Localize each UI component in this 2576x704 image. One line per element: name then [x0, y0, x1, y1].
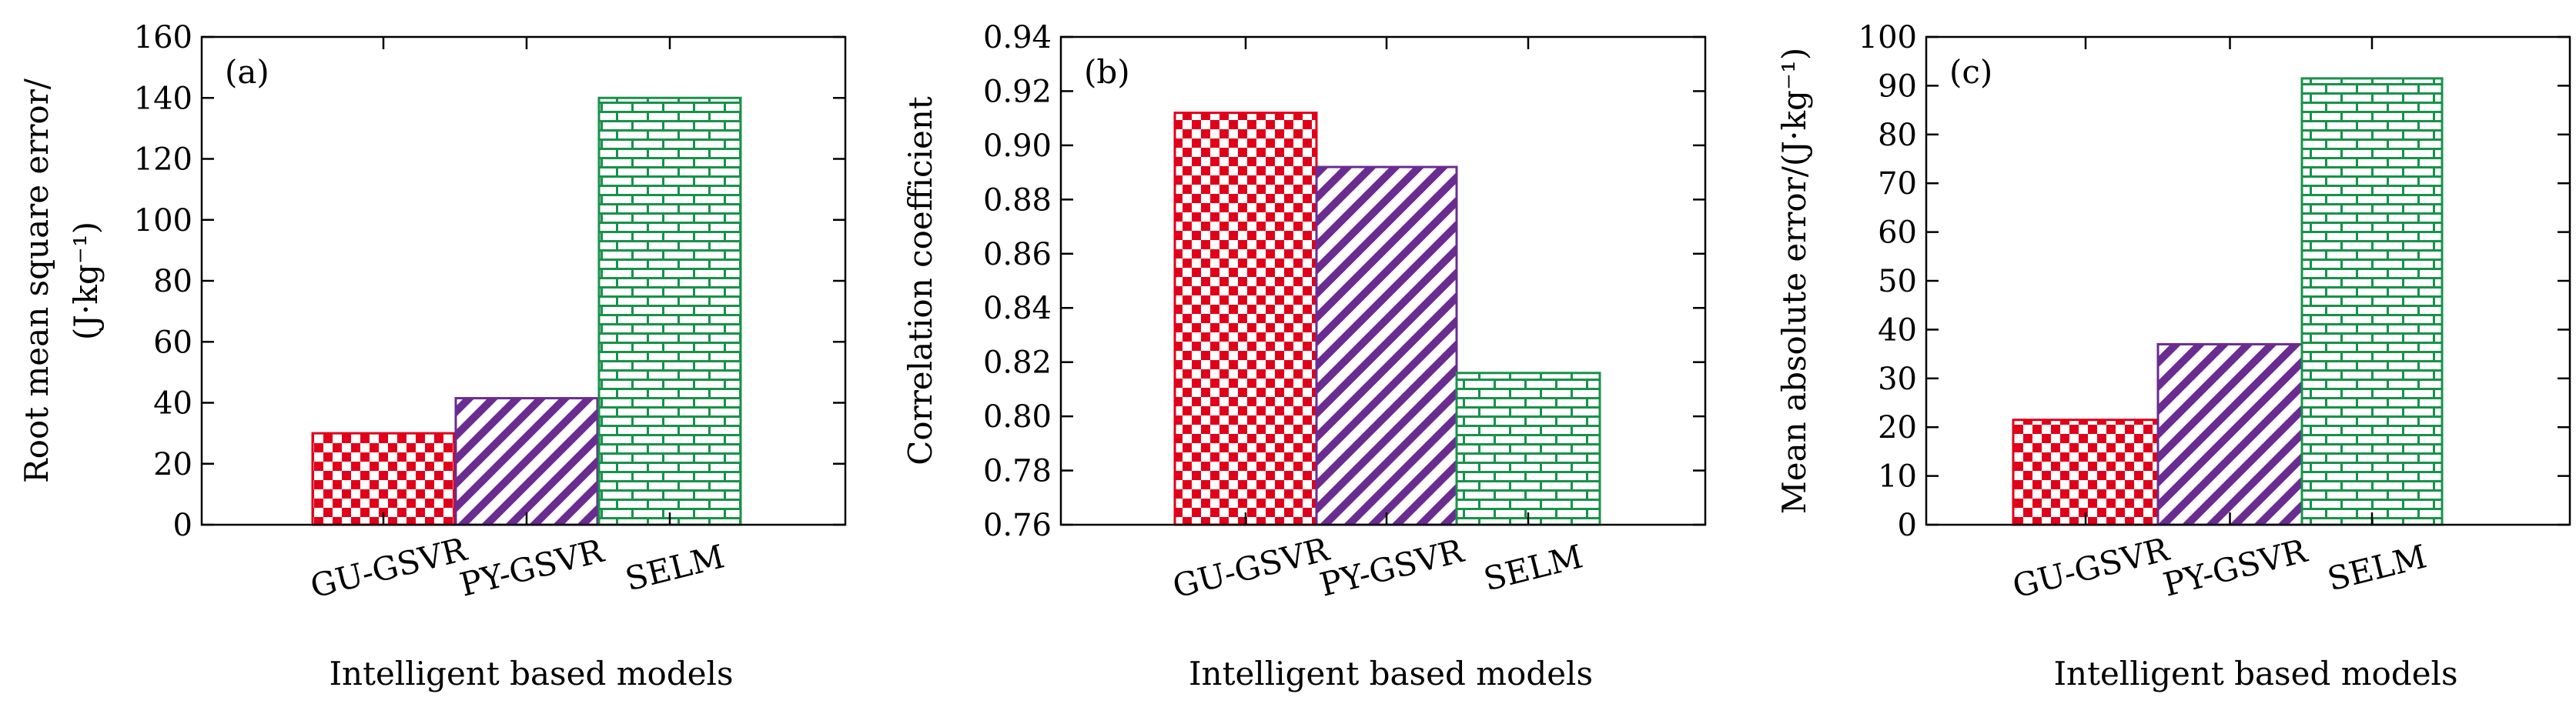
x-axis-label-c: Intelligent based models: [2053, 655, 2457, 692]
y-tick-label-c: 80: [1878, 118, 1917, 153]
category-label-a-py-gsvr: PY-GSVR: [456, 532, 607, 604]
y-tick-label-b: 0.94: [983, 20, 1052, 55]
bar-a-py-gsvr: [454, 397, 599, 526]
y-tick-label-a: 60: [153, 325, 192, 360]
y-axis-label-b: Correlation coefficient: [902, 96, 939, 465]
bar-a-selm: [597, 96, 742, 526]
y-tick-label-a: 140: [134, 81, 192, 116]
category-label-b-gu-gsvr: GU-GSVR: [1169, 530, 1333, 606]
panel-label-b: (b): [1084, 53, 1130, 91]
y-tick-label-b: 0.80: [983, 399, 1052, 435]
y-tick-label-c: 30: [1878, 362, 1917, 397]
bar-a-gu-gsvr: [311, 432, 456, 526]
y-tick-label-b: 0.90: [983, 128, 1052, 164]
y-axis-label-a-line-2: (J·kg⁻¹): [67, 222, 105, 340]
category-label-b-selm: SELM: [1480, 537, 1586, 598]
y-tick-label-c: 0: [1898, 508, 1917, 543]
category-label-a-gu-gsvr: GU-GSVR: [306, 530, 471, 606]
category-label-c-py-gsvr: PY-GSVR: [2159, 532, 2311, 604]
panel-label-c: (c): [1949, 53, 1992, 91]
y-tick-label-b: 0.78: [983, 454, 1052, 489]
y-tick-label-c: 50: [1878, 264, 1917, 299]
y-tick-label-b: 0.92: [983, 74, 1052, 109]
y-tick-label-a: 100: [134, 203, 192, 239]
y-tick-label-b: 0.86: [983, 237, 1052, 272]
y-tick-label-c: 70: [1878, 166, 1917, 202]
x-axis-label-a: Intelligent based models: [329, 655, 733, 692]
y-tick-label-b: 0.84: [983, 291, 1052, 326]
x-axis-label-b: Intelligent based models: [1189, 655, 1593, 692]
bar-c-selm: [2300, 77, 2444, 526]
bar-c-py-gsvr: [2156, 342, 2303, 526]
y-tick-label-c: 90: [1878, 68, 1917, 104]
panel-label-a: (a): [225, 53, 269, 91]
bar-c-gu-gsvr: [2012, 419, 2159, 526]
y-tick-label-b: 0.76: [983, 508, 1052, 543]
category-label-c-gu-gsvr: GU-GSVR: [2009, 530, 2173, 606]
y-tick-label-a: 120: [134, 142, 192, 178]
y-tick-label-c: 20: [1878, 410, 1917, 445]
y-tick-label-a: 160: [134, 20, 192, 55]
chart-panel-b: 0.76 0.78 0.80 0.82 0.84 0.86 0.88 0.90 0.92 0.94…: [902, 20, 1707, 692]
y-tick-label-b: 0.88: [983, 182, 1052, 218]
bar-b-gu-gsvr: [1173, 112, 1318, 526]
category-label-a-selm: SELM: [621, 537, 728, 598]
bar-b-py-gsvr: [1315, 165, 1458, 526]
y-axis-label-c: Mean absolute error/(J·kg⁻¹): [1775, 48, 1813, 514]
y-tick-label-b: 0.82: [983, 345, 1052, 381]
y-axis-label-a: Root mean square error/: [18, 78, 55, 483]
y-tick-label-c: 40: [1878, 312, 1917, 348]
y-tick-label-c: 10: [1878, 459, 1917, 495]
category-label-c-selm: SELM: [2323, 537, 2430, 598]
category-label-b-py-gsvr: PY-GSVR: [1316, 532, 1467, 604]
y-tick-label-a: 20: [153, 447, 192, 482]
y-tick-label-c: 60: [1878, 215, 1917, 251]
bar-b-selm: [1455, 372, 1601, 526]
y-tick-label-c: 100: [1858, 20, 1917, 55]
y-tick-label-a: 80: [153, 264, 192, 299]
y-tick-label-a: 0: [173, 508, 192, 543]
plot-frame-b: [1059, 35, 1707, 526]
y-tick-label-a: 40: [153, 386, 192, 422]
